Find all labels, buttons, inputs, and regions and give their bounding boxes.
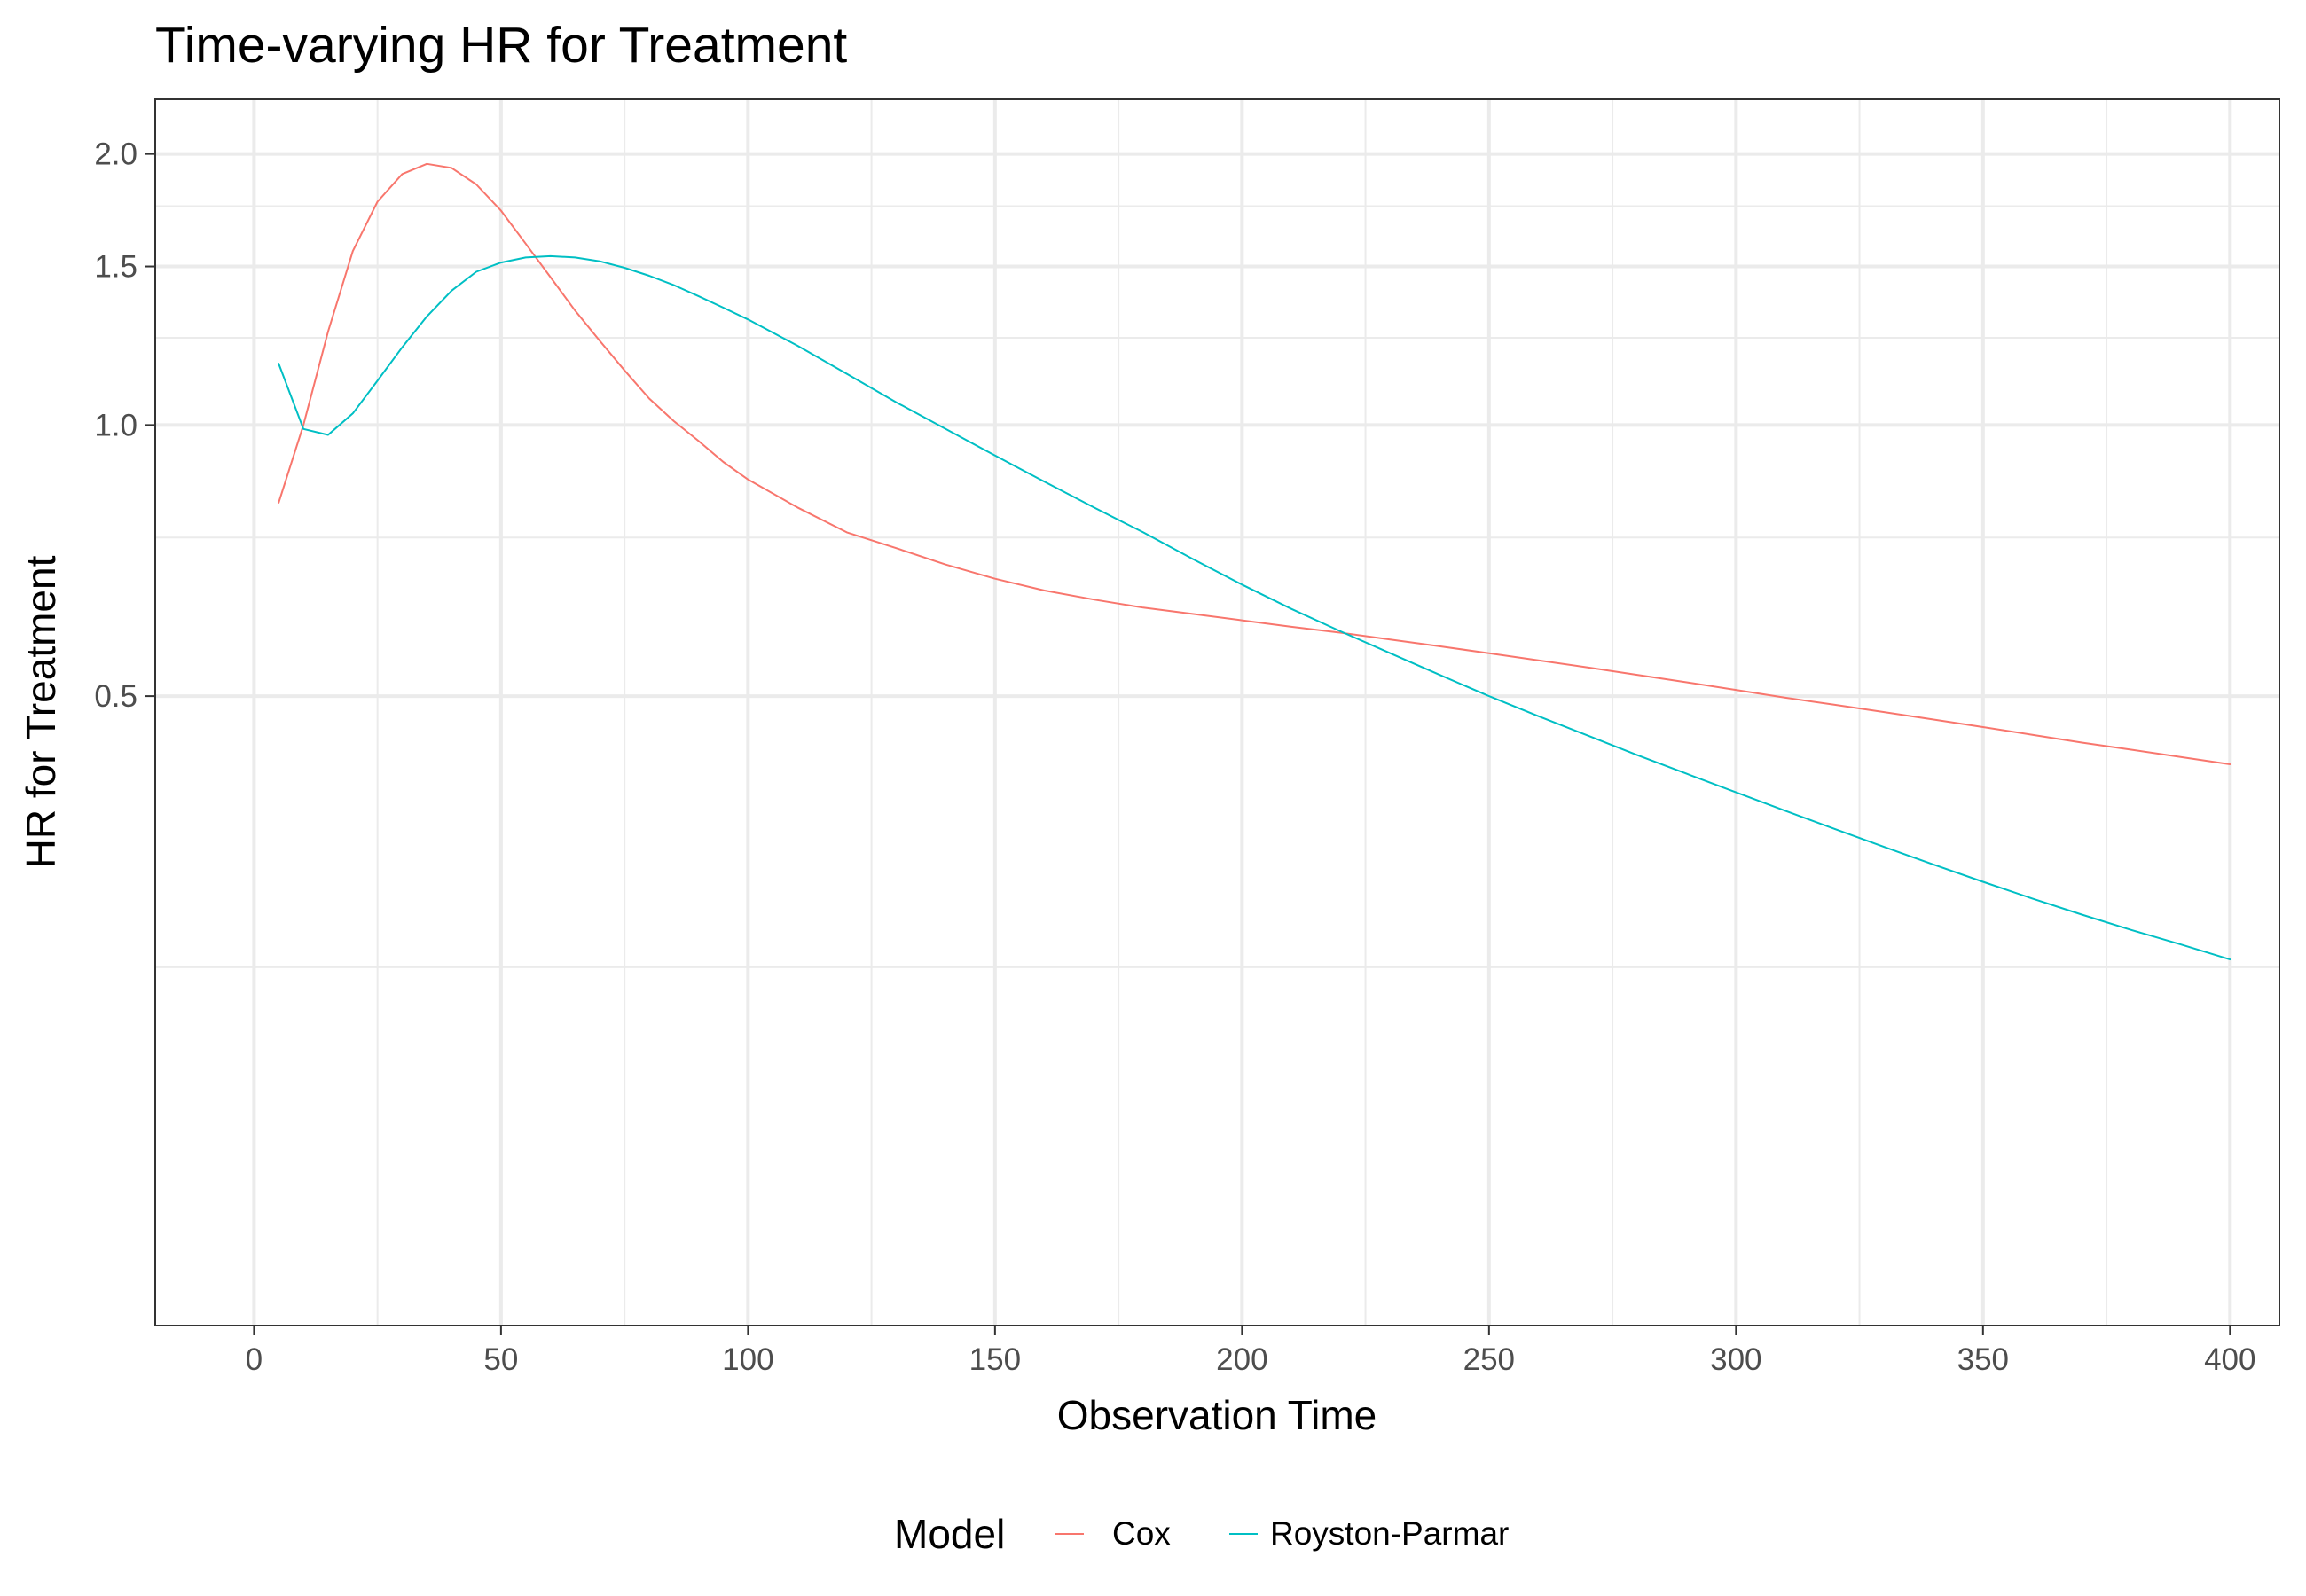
- x-axis: 0 50 100 150 200 250 300 350 400: [246, 1326, 2256, 1377]
- major-grid: [155, 99, 2279, 1326]
- legend-label-royston-parmar: Royston-Parmar: [1270, 1515, 1509, 1552]
- x-tick-label: 100: [722, 1342, 773, 1377]
- x-tick-label: 0: [246, 1342, 263, 1377]
- y-tick-label: 0.5: [94, 679, 137, 714]
- series-line-royston-parmar: [278, 254, 2231, 961]
- x-tick-label: 400: [2204, 1342, 2255, 1377]
- y-axis-title: HR for Treatment: [18, 555, 64, 868]
- minor-grid: [155, 99, 2279, 1326]
- x-tick-label: 50: [483, 1342, 518, 1377]
- x-tick-label: 200: [1216, 1342, 1267, 1377]
- y-tick-label: 1.0: [94, 408, 137, 442]
- legend-label-cox: Cox: [1112, 1515, 1171, 1552]
- series-line-cox: [278, 162, 2231, 765]
- plot-panel-border: [154, 98, 2280, 1326]
- x-tick-label: 350: [1957, 1342, 2009, 1377]
- y-axis: 0.5 1.0 1.5 2.0: [94, 137, 155, 714]
- x-axis-title: Observation Time: [1057, 1392, 1377, 1438]
- legend: Model Cox Royston-Parmar: [894, 1511, 1509, 1557]
- plot-panel-background: [155, 99, 2279, 1326]
- chart-title: Time-varying HR for Treatment: [155, 17, 847, 74]
- legend-title: Model: [894, 1511, 1005, 1557]
- y-tick-label: 1.5: [94, 250, 137, 285]
- y-tick-label: 2.0: [94, 137, 137, 172]
- x-tick-label: 250: [1463, 1342, 1515, 1377]
- series-layer: [278, 162, 2231, 961]
- x-tick-label: 150: [969, 1342, 1021, 1377]
- x-tick-label: 300: [1710, 1342, 1761, 1377]
